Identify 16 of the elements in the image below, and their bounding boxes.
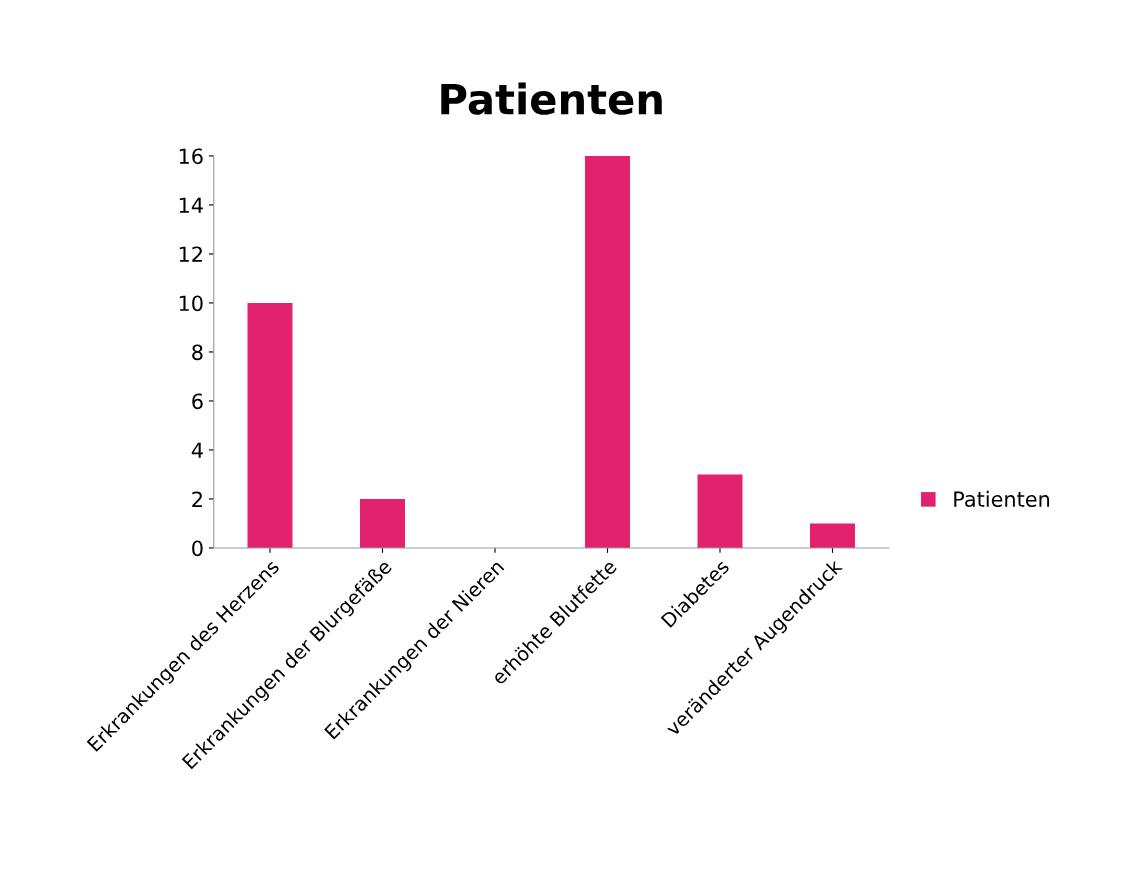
y-tick-label: 6 [192,393,203,410]
y-tick-label: 2 [192,491,202,507]
y-tick-label: 8 [192,344,203,361]
y-tick-label: 10 [179,295,203,312]
bar [697,474,743,548]
legend-label: Patienten [954,490,1050,507]
bar [360,498,405,548]
y-tick-label: 0 [192,540,203,557]
y-tick-label: 14 [179,197,203,213]
bar [585,155,630,548]
bar [810,523,855,548]
y-tick-label: 12 [179,246,202,262]
bar [247,302,293,548]
y-tick-label: 16 [179,148,203,165]
chart-title: Patienten [441,82,662,115]
y-tick-label: 4 [191,442,203,458]
